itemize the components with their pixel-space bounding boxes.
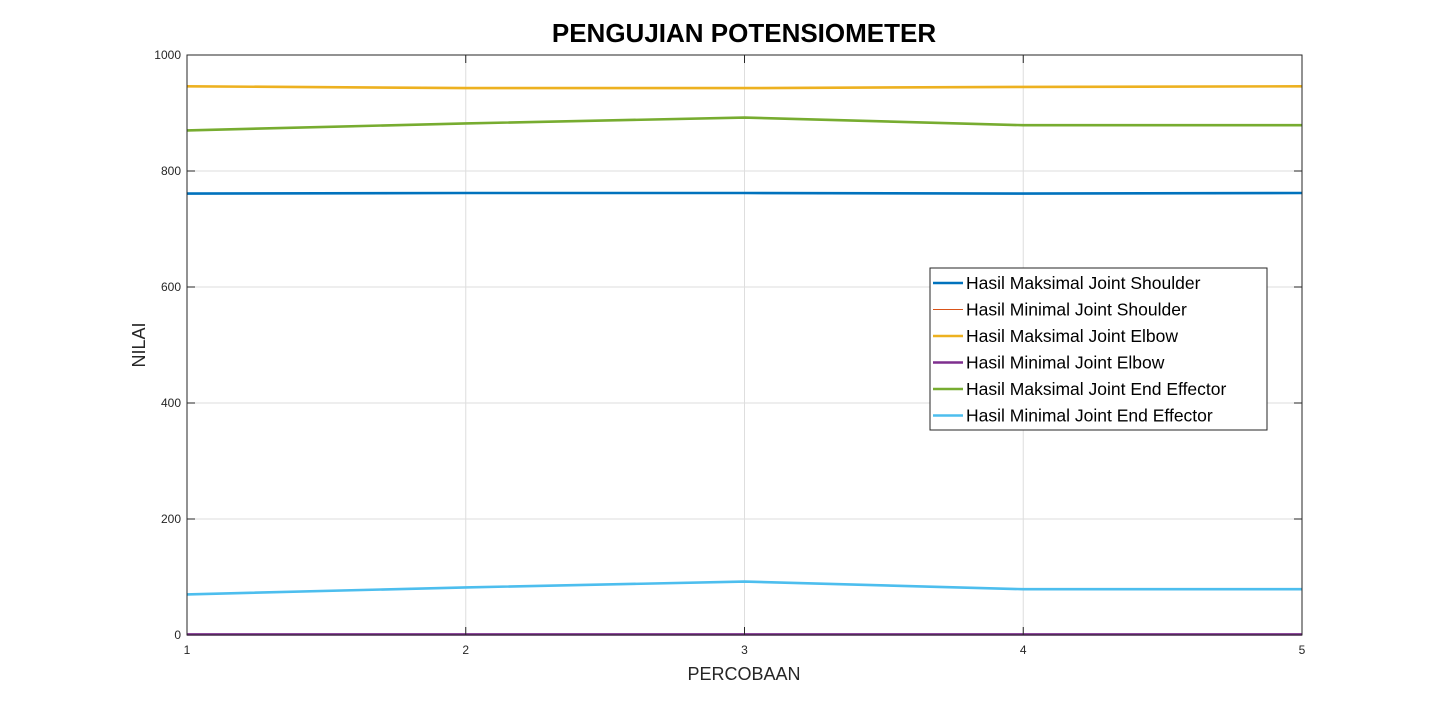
legend-entry-3: Hasil Maksimal Joint Elbow xyxy=(966,326,1178,346)
legend-entry-6: Hasil Minimal Joint End Effector xyxy=(966,406,1213,426)
x-tick-label: 3 xyxy=(741,643,748,657)
legend-entry-1: Hasil Maksimal Joint Shoulder xyxy=(966,273,1201,293)
x-tick-label: 5 xyxy=(1299,643,1306,657)
x-tick-label: 2 xyxy=(462,643,469,657)
y-tick-label: 0 xyxy=(174,628,181,642)
legend-box xyxy=(929,267,1268,431)
legend-entry-2: Hasil Minimal Joint Shoulder xyxy=(966,300,1187,320)
chart-title: PENGUJIAN POTENSIOMETER xyxy=(552,18,936,48)
series-line-6 xyxy=(186,580,1302,596)
y-tick-label: 800 xyxy=(161,164,181,178)
legend-entry-5: Hasil Maksimal Joint End Effector xyxy=(966,379,1227,399)
y-axis-label: NILAI xyxy=(129,322,149,367)
series-line-5 xyxy=(186,116,1302,132)
legend-entry-4: Hasil Minimal Joint Elbow xyxy=(966,353,1165,373)
x-tick-label: 4 xyxy=(1020,643,1027,657)
x-tick-label: 1 xyxy=(184,643,191,657)
axis-ticks: 1 2 3 4 5 0 200 400 600 800 1000 xyxy=(154,48,1305,657)
legend: Hasil Maksimal Joint Shoulder Hasil Minim… xyxy=(929,267,1268,431)
series-line-3 xyxy=(186,85,1303,90)
y-tick-label: 1000 xyxy=(154,48,181,62)
series-line-1 xyxy=(186,191,1303,195)
x-axis-label: PERCOBAAN xyxy=(687,664,800,684)
y-tick-label: 200 xyxy=(161,512,181,526)
y-tick-label: 400 xyxy=(161,396,181,410)
y-tick-label: 600 xyxy=(161,280,181,294)
